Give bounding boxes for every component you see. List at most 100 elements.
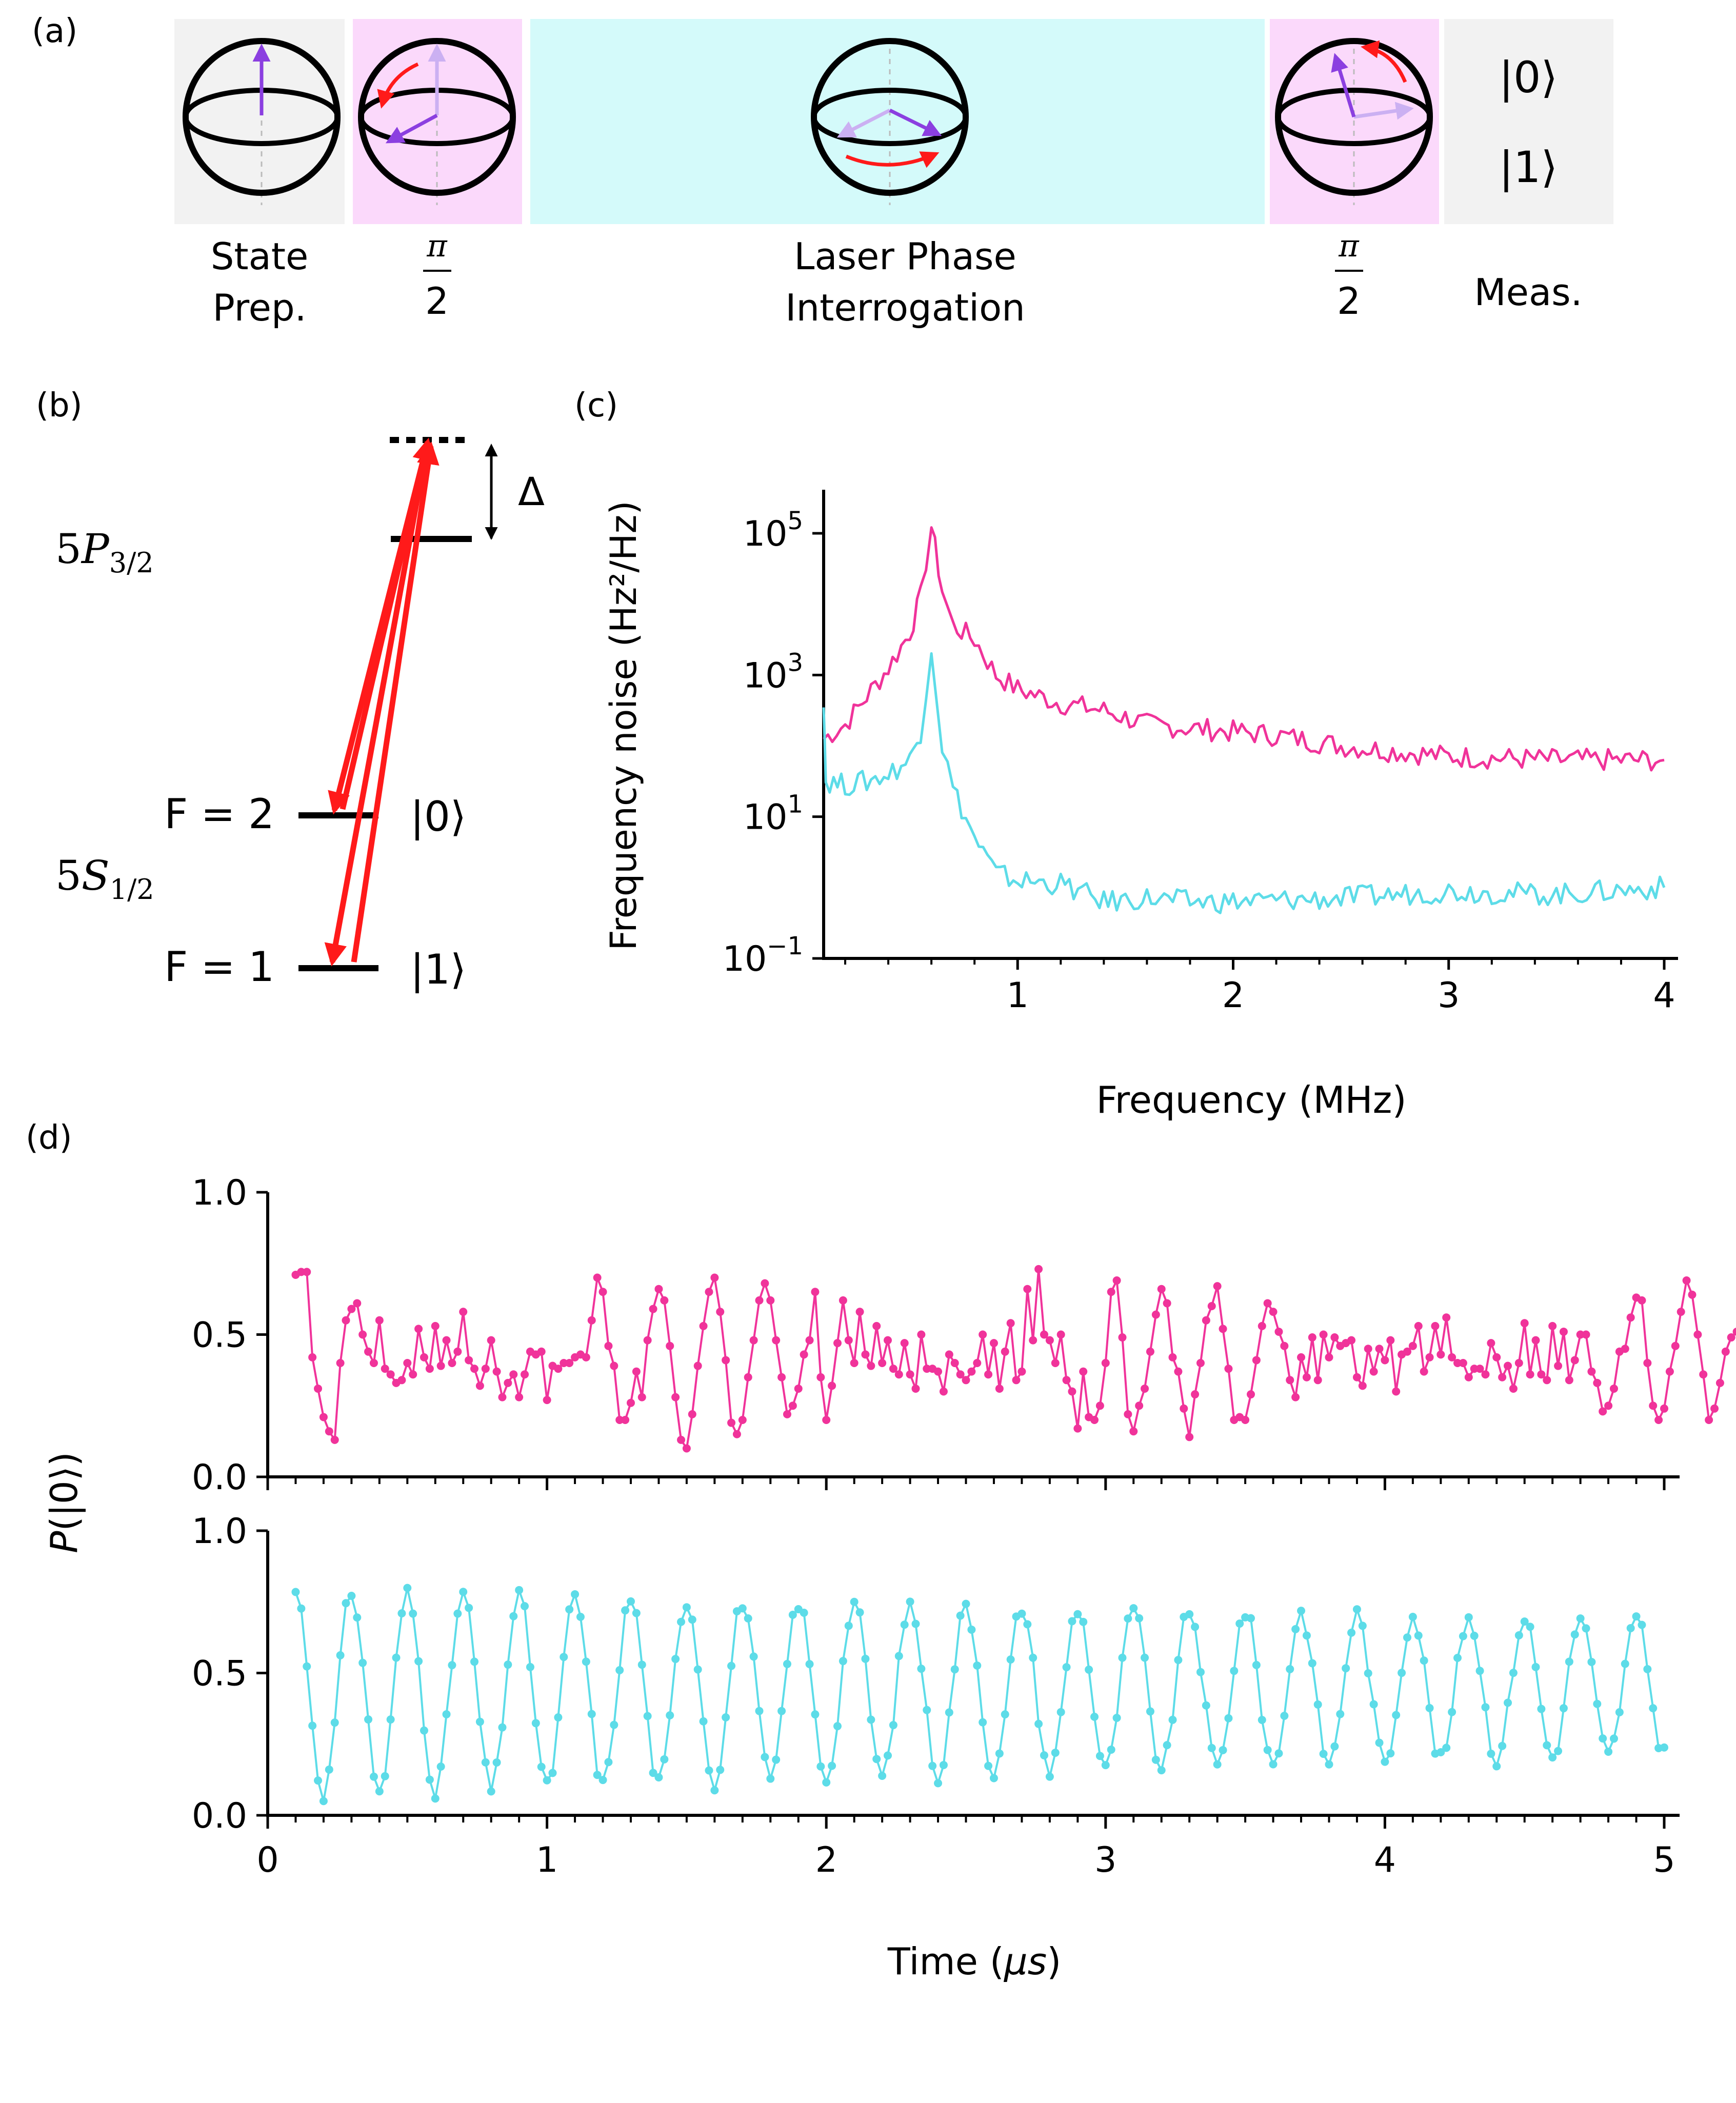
d-bottom-data-point: [1470, 1631, 1479, 1640]
d-bottom-data-point: [358, 1658, 367, 1667]
d-bottom-data-point: [1342, 1664, 1350, 1673]
d-top-data-point: [1040, 1330, 1048, 1339]
d-bottom-data-point: [325, 1765, 333, 1774]
d-top-data-point: [470, 1365, 479, 1373]
d-bottom-data-point: [1498, 1741, 1507, 1750]
d-x-tick-label: 3: [1094, 1840, 1116, 1880]
d-bottom-data-point: [1554, 1747, 1563, 1755]
d-top-data-point: [722, 1356, 730, 1365]
d-top-data-point: [336, 1359, 345, 1367]
d-bottom-data-point: [1302, 1631, 1311, 1640]
d-top-data-point: [1403, 1347, 1411, 1356]
measurement-box: [1444, 19, 1613, 224]
pulse1-denominator: 2: [425, 279, 449, 323]
d-bottom-data-point: [509, 1612, 518, 1620]
d-top-data-point: [1537, 1370, 1546, 1379]
d-bottom-data-point: [1213, 1760, 1222, 1769]
d-bottom-data-point: [906, 1597, 914, 1606]
d-bottom-data-point: [1006, 1655, 1015, 1664]
d-bottom-data-point: [878, 1772, 887, 1780]
d-bottom-data-point: [1258, 1716, 1266, 1725]
d-top-y-tick-label: 1.0: [192, 1173, 247, 1213]
d-bottom-data-point: [1124, 1614, 1132, 1623]
d-top-data-point: [1207, 1302, 1216, 1310]
d-bottom-data-point: [1196, 1668, 1205, 1676]
d-bottom-data-point: [1246, 1614, 1255, 1623]
d-top-data-point: [347, 1305, 356, 1313]
d-top-data-point: [1526, 1370, 1534, 1379]
d-top-data-point: [593, 1273, 602, 1282]
d-top-data-point: [660, 1296, 669, 1305]
d-top-data-point: [475, 1381, 484, 1390]
d-top-data-point: [1559, 1327, 1568, 1336]
d-bottom-data-point: [1023, 1620, 1032, 1629]
d-top-data-point: [1492, 1353, 1501, 1361]
d-bottom-data-point: [615, 1666, 624, 1674]
d-bottom-data-point: [1386, 1749, 1395, 1758]
d-bottom-data-point: [995, 1749, 1004, 1758]
d-bottom-data-point: [923, 1706, 931, 1714]
d-bottom-data-point: [1219, 1746, 1227, 1754]
d-top-data-point: [794, 1384, 803, 1393]
d-bottom-data-point: [699, 1717, 708, 1726]
d-bottom-data-point: [1621, 1659, 1629, 1668]
d-bottom-data-point: [1420, 1656, 1428, 1665]
c-y-axis-title: Frequency noise (Hz²/Hz): [603, 500, 645, 950]
d-top-data-point: [677, 1435, 686, 1444]
d-top-data-point: [409, 1370, 417, 1379]
d-top-data-point: [1219, 1325, 1227, 1333]
d-bottom-data-point: [800, 1608, 808, 1617]
d-top-data-point: [1543, 1376, 1551, 1385]
d-bottom-data-point: [761, 1753, 769, 1761]
d-top-data-point: [1369, 1367, 1378, 1376]
d-top-data-point: [1006, 1319, 1015, 1328]
d-bottom-data-point: [386, 1715, 395, 1724]
d-top-data-point: [1705, 1416, 1713, 1424]
d-bottom-data-point: [1609, 1734, 1618, 1743]
d-bottom-data-point: [1398, 1669, 1406, 1677]
d-top-data-point: [788, 1401, 797, 1410]
d-top-data-point: [822, 1416, 831, 1424]
raman-beam-up-2: [351, 442, 440, 963]
d-top-data-point: [1017, 1367, 1026, 1376]
d-bottom-data-point: [431, 1794, 440, 1803]
d-top-data-point: [1587, 1367, 1596, 1376]
d-top-data-point: [1180, 1404, 1188, 1413]
d-bottom-data-point: [1593, 1699, 1602, 1708]
f2-label: F = 2: [164, 790, 274, 838]
d-bottom-series-line: [294, 1586, 1665, 1801]
d-bottom-data-point: [1425, 1704, 1434, 1712]
d-bottom-data-point: [816, 1762, 825, 1771]
panel-label-a: (a): [32, 12, 77, 50]
d-bottom-data-point: [979, 1718, 987, 1727]
d-top-data-point: [1051, 1359, 1060, 1367]
d-top-data-point: [325, 1427, 333, 1436]
d-bottom-data-point: [822, 1778, 831, 1787]
d-top-data-point: [1352, 1373, 1361, 1381]
d-top-data-point: [1319, 1330, 1328, 1339]
d-x-axis-title: Time (μs): [887, 1940, 1062, 1983]
d-top-data-point: [1252, 1356, 1261, 1365]
d-x-tick-label: 2: [815, 1840, 837, 1880]
d-top-data-point: [1531, 1336, 1540, 1345]
d-top-data-point: [1280, 1341, 1289, 1350]
d-bottom-data-point: [666, 1711, 674, 1719]
d-bottom-data-point: [1146, 1707, 1154, 1716]
d-top-data-point: [1263, 1299, 1272, 1308]
d-top-data-point: [1358, 1381, 1367, 1390]
d-top-data-point: [1364, 1345, 1372, 1353]
d-top-data-point: [744, 1373, 752, 1381]
d-bottom-data-point: [1135, 1614, 1144, 1623]
d-top-data-point: [1677, 1308, 1685, 1316]
d-bottom-data-point: [303, 1662, 311, 1671]
d-top-data-point: [425, 1365, 434, 1373]
d-bottom-data-point: [604, 1758, 613, 1767]
d-bottom-data-point: [582, 1657, 590, 1666]
d-top-data-point: [973, 1359, 982, 1367]
d-top-data-point: [1347, 1336, 1356, 1345]
d-bottom-data-point: [375, 1787, 384, 1796]
d-bottom-data-point: [1537, 1705, 1546, 1713]
d-top-data-point: [1269, 1308, 1278, 1316]
d-top-data-point: [850, 1359, 859, 1367]
d-top-data-point: [1660, 1404, 1668, 1413]
